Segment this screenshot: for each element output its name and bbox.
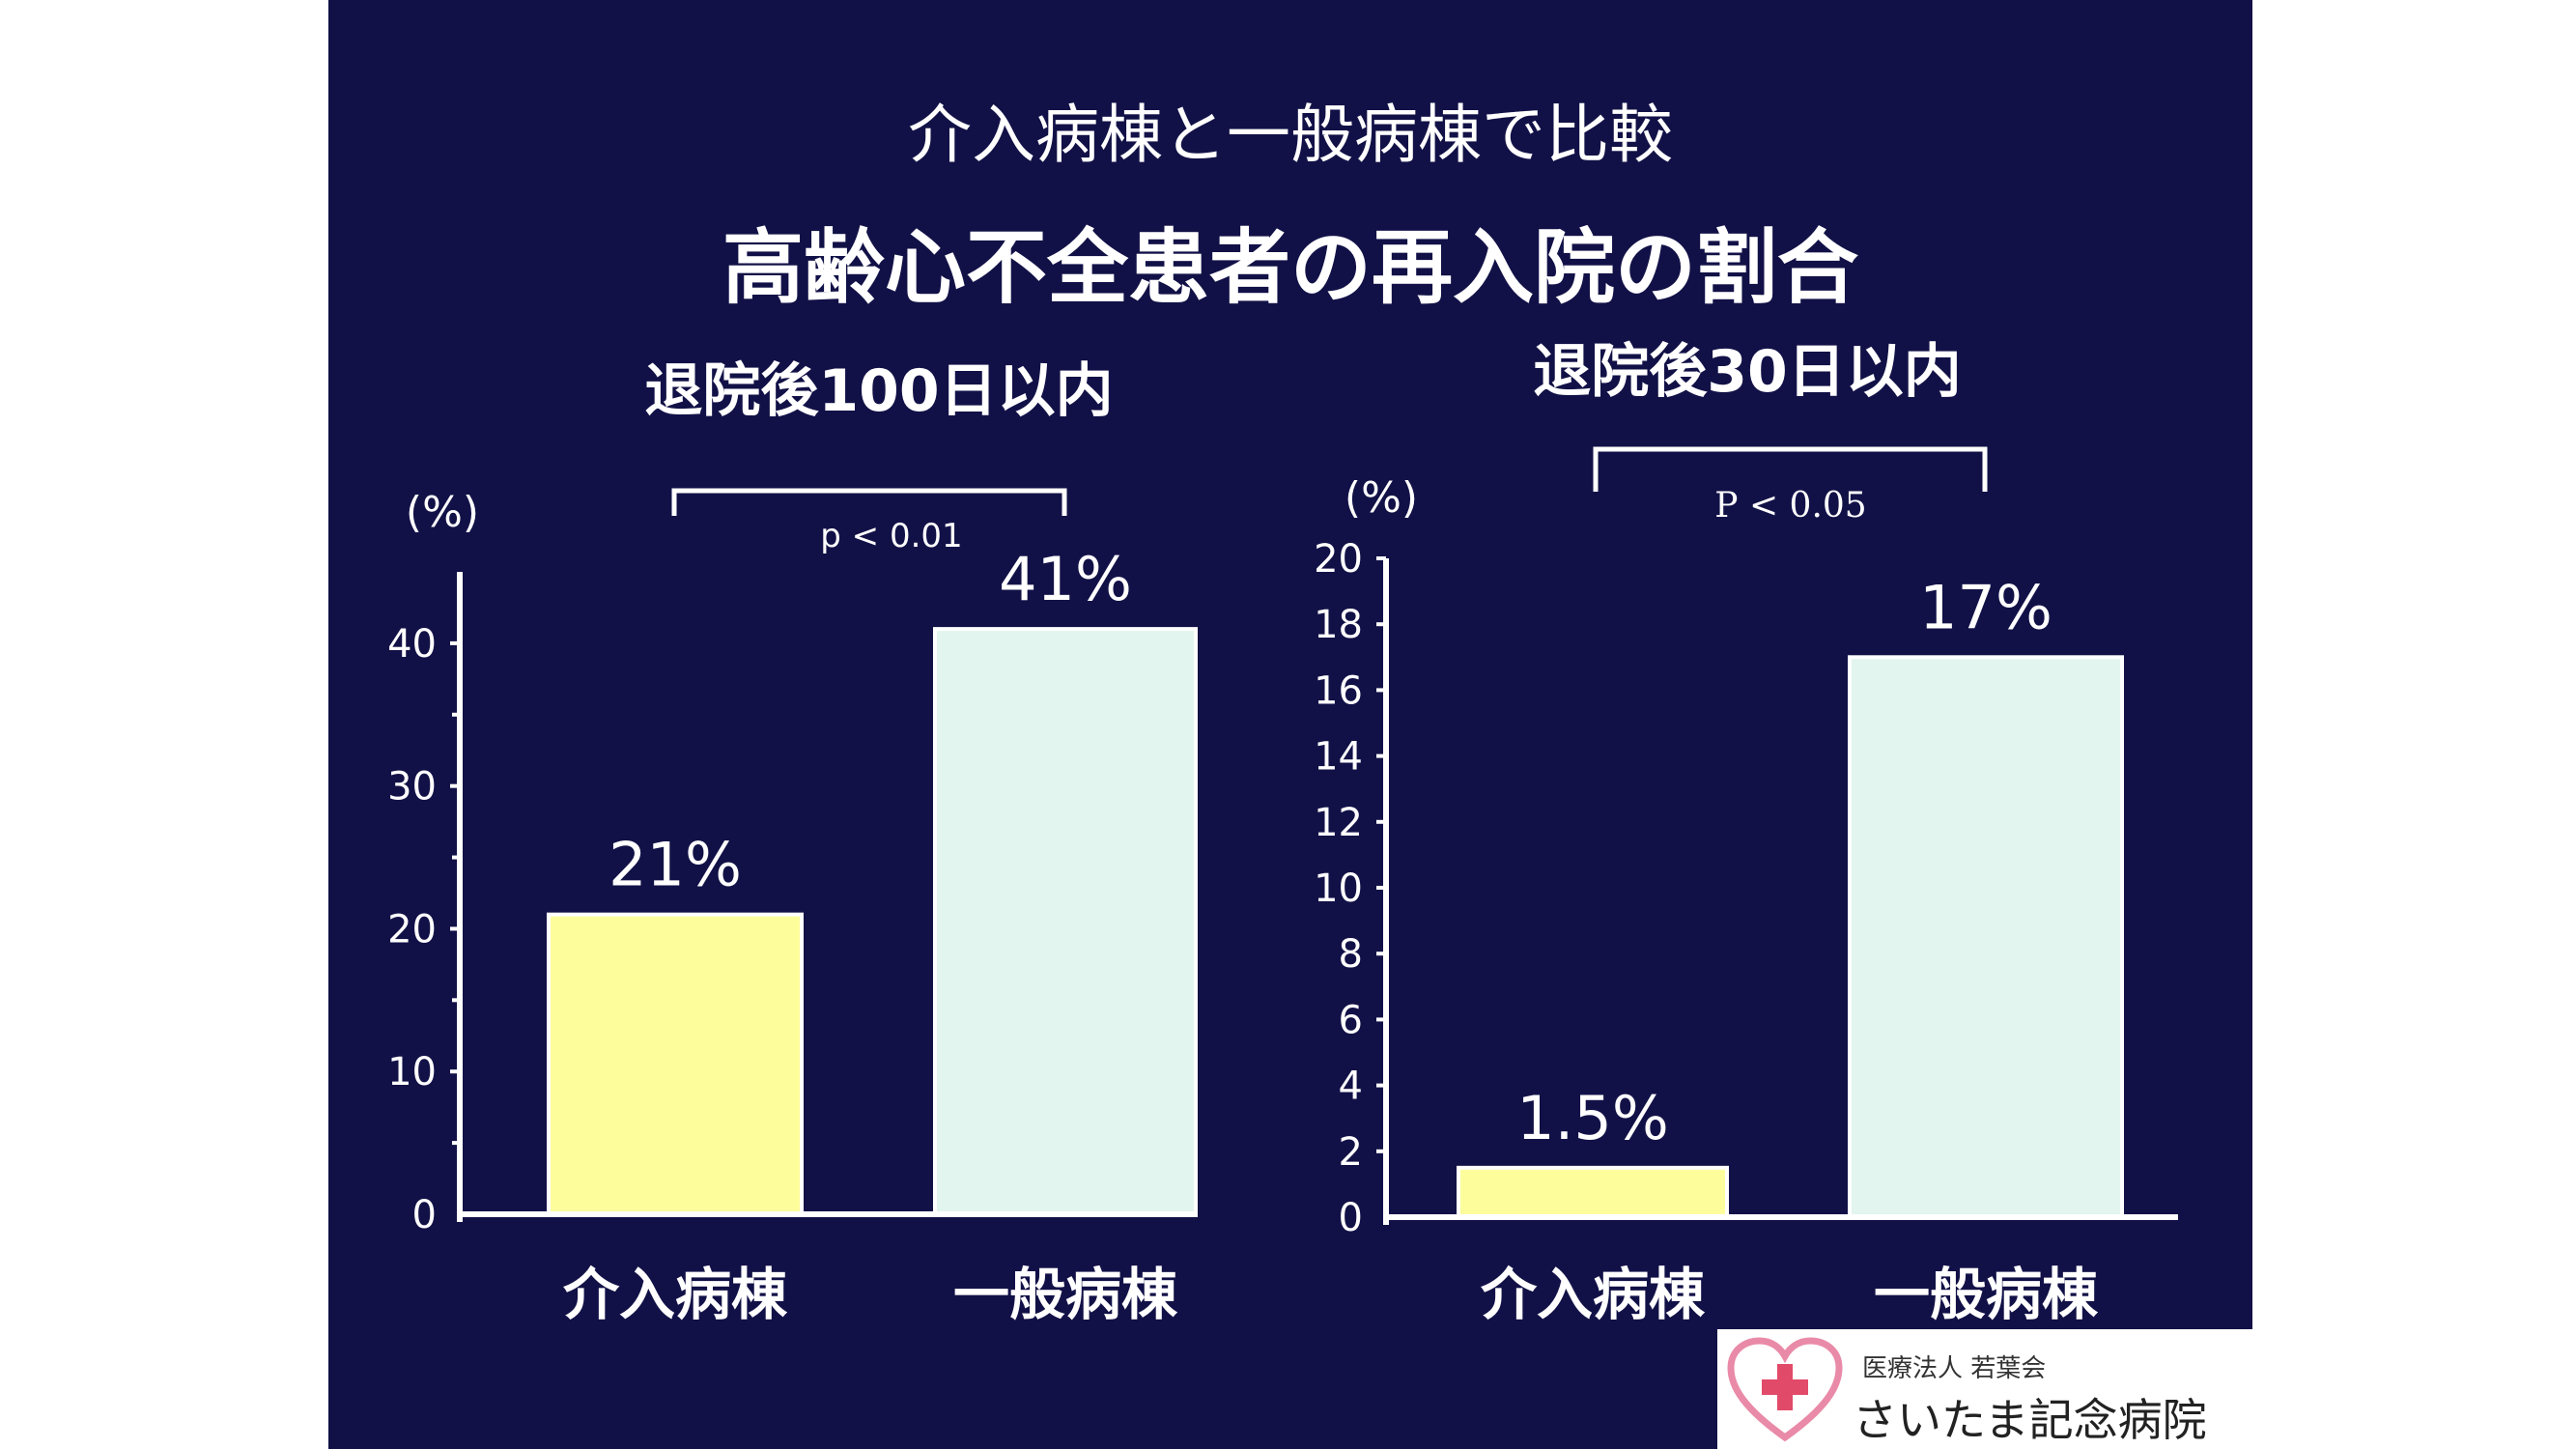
slide-subtitle: 介入病棟と一般病棟で比較	[908, 98, 1673, 172]
y-tick-label: 4	[1339, 1065, 1363, 1109]
y-tick-label: 16	[1314, 668, 1363, 713]
y-tick-label: 0	[1339, 1196, 1363, 1240]
heart-cross-icon	[1727, 1337, 1843, 1442]
chart-title: 退院後100日以内	[644, 357, 1113, 425]
significance-bracket	[1593, 446, 1988, 492]
y-axis-label: (%)	[406, 488, 479, 537]
bar-value-label: 21%	[609, 830, 742, 900]
slide: 介入病棟と一般病棟で比較 高齢心不全患者の再入院の割合 退院後100日以内 (%)…	[328, 0, 2252, 1449]
bar-general	[933, 627, 1198, 1216]
category-label: 介入病棟	[1481, 1262, 1706, 1327]
bar-intervention	[1457, 1165, 1729, 1219]
significance-bracket	[671, 488, 1067, 516]
y-tick-label: 2	[1339, 1130, 1363, 1175]
category-label: 一般病棟	[1874, 1262, 2099, 1327]
y-tick-label: 20	[1314, 537, 1363, 582]
y-axis-label: (%)	[1345, 473, 1418, 523]
bar-intervention	[547, 912, 804, 1217]
logo-organization: 医療法人 若葉会	[1862, 1354, 2047, 1383]
y-tick-label: 10	[1314, 867, 1363, 911]
y-tick-label: 40	[387, 622, 437, 667]
y-tick-label: 6	[1339, 998, 1363, 1042]
chart-title: 退院後30日以内	[1533, 338, 1962, 406]
logo-hospital-name: さいたま記念病院	[1853, 1394, 2207, 1446]
significance-annotation: P < 0.05	[1714, 486, 1866, 526]
bar-general	[1848, 655, 2124, 1219]
hospital-logo: 医療法人 若葉会 さいたま記念病院	[1717, 1329, 2252, 1449]
y-tick-label: 0	[412, 1193, 437, 1237]
y-tick-label: 14	[1314, 735, 1363, 780]
charts-canvas: 退院後100日以内(%) p < 0.0121%介入病棟41%一般病棟010203…	[387, 338, 2178, 1327]
bar-value-label: 17%	[1919, 572, 2052, 642]
significance-annotation: p < 0.01	[820, 517, 962, 555]
y-tick-label: 10	[387, 1050, 437, 1094]
y-tick-label: 20	[387, 907, 437, 952]
y-tick-label: 12	[1314, 801, 1363, 845]
category-label: 介入病棟	[563, 1262, 788, 1327]
y-tick-label: 18	[1314, 603, 1363, 647]
bar-value-label: 1.5%	[1516, 1083, 1669, 1153]
y-tick-label: 30	[387, 765, 437, 810]
bar-value-label: 41%	[999, 544, 1132, 614]
y-tick-label: 8	[1339, 932, 1363, 977]
slide-title: 高齢心不全患者の再入院の割合	[722, 220, 1858, 315]
category-label: 一般病棟	[953, 1262, 1178, 1327]
